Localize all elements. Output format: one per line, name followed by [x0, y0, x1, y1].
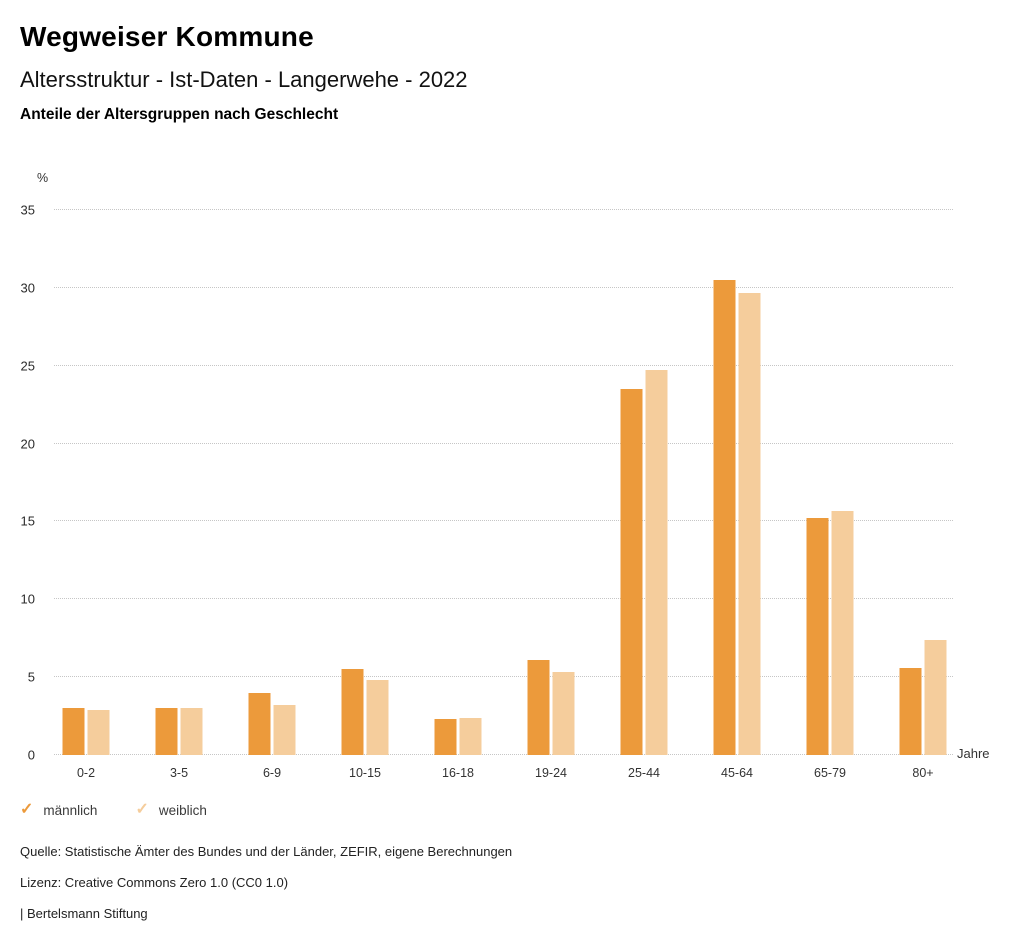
- bar-group-16-18: 16-18: [434, 718, 482, 780]
- x-tick-label-3-5: 3-5: [169, 766, 189, 780]
- bar-weiblich-16-18[interactable]: [459, 718, 482, 755]
- bar-group-19-24: 19-24: [527, 660, 575, 780]
- app-title: Wegweiser Kommune: [20, 21, 314, 52]
- gridline-0: [54, 754, 953, 755]
- bar-pair-3-5: [155, 708, 203, 755]
- x-tick-label-16-18: 16-18: [442, 766, 474, 780]
- bar-group-45-64: 45-64: [713, 280, 761, 780]
- legend-item-weiblich[interactable]: ✓ weiblich: [135, 802, 206, 818]
- bar-männlich-45-64[interactable]: [713, 280, 736, 755]
- bar-männlich-10-15[interactable]: [341, 669, 364, 755]
- bar-männlich-16-18[interactable]: [434, 719, 457, 755]
- gridline-15: [54, 520, 953, 522]
- x-tick-label-65-79: 65-79: [814, 766, 846, 780]
- gridline-10: [54, 598, 953, 600]
- check-icon: ✓: [135, 801, 149, 818]
- bar-männlich-80+[interactable]: [899, 668, 922, 755]
- gridline-5: [54, 676, 953, 678]
- legend-label: männlich: [43, 802, 98, 818]
- chart-subtitle: Anteile der Altersgruppen nach Geschlech…: [20, 106, 339, 123]
- gridline-20: [54, 442, 953, 444]
- x-axis-unit-label: Jahre: [957, 746, 990, 761]
- y-tick-label-25: 25: [20, 358, 35, 374]
- bar-pair-10-15: [341, 669, 389, 755]
- x-tick-label-80+: 80+: [912, 766, 934, 780]
- y-axis-unit-label: %: [37, 171, 49, 185]
- bar-männlich-6-9[interactable]: [248, 693, 271, 755]
- bar-group-80+: 80+: [899, 640, 947, 780]
- plot-area: 0 5 10 15 20 25 30 35 0-2 3-5 6-9 10-15 16-18 19-24 25…: [21, 203, 953, 780]
- gridline-25: [54, 364, 953, 366]
- bar-weiblich-0-2[interactable]: [87, 710, 110, 755]
- y-tick-label-15: 15: [20, 513, 35, 529]
- y-tick-label-5: 5: [27, 669, 35, 685]
- source-text: Quelle: Statistische Ämter des Bundes un…: [20, 844, 513, 859]
- y-tick-label-0: 0: [27, 747, 35, 763]
- bar-pair-16-18: [434, 718, 482, 755]
- bar-weiblich-10-15[interactable]: [366, 680, 389, 755]
- y-tick-label-20: 20: [20, 436, 35, 452]
- x-tick-label-25-44: 25-44: [628, 766, 660, 780]
- chart-title: Altersstruktur - Ist-Daten - Langerwehe …: [20, 67, 468, 92]
- x-tick-label-45-64: 45-64: [721, 766, 753, 780]
- attribution-text: | Bertelsmann Stiftung: [20, 906, 148, 921]
- bar-weiblich-80+[interactable]: [924, 640, 947, 755]
- gridline-35: [54, 209, 953, 210]
- x-tick-label-19-24: 19-24: [535, 766, 567, 780]
- bar-group-3-5: 3-5: [155, 708, 203, 780]
- bar-group-6-9: 6-9: [248, 693, 296, 780]
- bar-group-65-79: 65-79: [806, 511, 854, 780]
- legend-label: weiblich: [158, 802, 207, 818]
- bar-männlich-19-24[interactable]: [527, 660, 550, 755]
- bar-group-10-15: 10-15: [341, 669, 389, 780]
- bar-pair-19-24: [527, 660, 575, 755]
- bar-weiblich-6-9[interactable]: [273, 705, 296, 755]
- bar-weiblich-25-44[interactable]: [645, 370, 668, 755]
- bar-pair-0-2: [62, 708, 110, 755]
- x-tick-label-0-2: 0-2: [76, 766, 96, 780]
- bar-pair-25-44: [620, 370, 668, 755]
- x-tick-label-10-15: 10-15: [349, 766, 381, 780]
- bar-weiblich-65-79[interactable]: [831, 511, 854, 755]
- bar-weiblich-3-5[interactable]: [180, 708, 203, 755]
- y-tick-label-35: 35: [20, 202, 35, 218]
- bar-pair-80+: [899, 640, 947, 755]
- legend-item-männlich[interactable]: ✓ männlich: [20, 802, 97, 818]
- bar-weiblich-45-64[interactable]: [738, 293, 761, 755]
- bar-pair-45-64: [713, 280, 761, 755]
- check-icon: ✓: [20, 801, 34, 818]
- bar-männlich-25-44[interactable]: [620, 389, 643, 755]
- x-tick-label-6-9: 6-9: [262, 766, 282, 780]
- legend: ✓ männlich ✓ weiblich: [20, 802, 207, 818]
- y-tick-label-10: 10: [20, 591, 35, 607]
- bar-männlich-65-79[interactable]: [806, 518, 829, 755]
- gridline-30: [54, 286, 953, 288]
- license-text: Lizenz: Creative Commons Zero 1.0 (CC0 1…: [20, 875, 289, 890]
- bar-pair-6-9: [248, 693, 296, 755]
- bar-group-0-2: 0-2: [62, 708, 110, 780]
- bar-männlich-0-2[interactable]: [62, 708, 85, 755]
- bar-männlich-3-5[interactable]: [155, 708, 178, 755]
- bar-group-25-44: 25-44: [620, 370, 668, 780]
- bar-pair-65-79: [806, 511, 854, 755]
- y-tick-label-30: 30: [20, 280, 35, 296]
- bar-weiblich-19-24[interactable]: [552, 672, 575, 755]
